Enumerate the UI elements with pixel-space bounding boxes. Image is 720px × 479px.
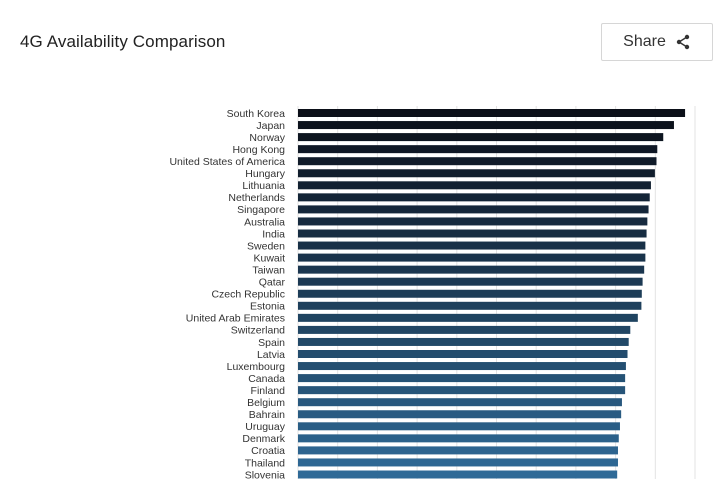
category-label: Japan bbox=[256, 120, 285, 132]
bar[interactable] bbox=[298, 458, 618, 467]
bar[interactable] bbox=[298, 374, 626, 383]
category-label: Belgium bbox=[247, 397, 285, 409]
bar[interactable] bbox=[298, 470, 618, 479]
bar[interactable] bbox=[298, 325, 631, 334]
category-label: United Arab Emirates bbox=[186, 313, 285, 325]
bar[interactable] bbox=[298, 169, 655, 178]
chart-bars bbox=[298, 109, 686, 479]
bar[interactable] bbox=[298, 386, 626, 395]
category-label: Thailand bbox=[245, 457, 285, 469]
bar[interactable] bbox=[298, 362, 626, 371]
bar[interactable] bbox=[298, 157, 657, 166]
share-button-label: Share bbox=[623, 33, 666, 50]
category-label: Estonia bbox=[250, 301, 285, 313]
category-label: Singapore bbox=[237, 204, 285, 216]
bar[interactable] bbox=[298, 229, 647, 238]
category-label: Lithuania bbox=[242, 180, 285, 192]
category-label: Switzerland bbox=[231, 325, 285, 337]
bar[interactable] bbox=[298, 181, 651, 190]
bar[interactable] bbox=[298, 289, 642, 298]
category-label: Canada bbox=[248, 373, 285, 385]
category-label: Australia bbox=[244, 216, 285, 228]
category-label: Czech Republic bbox=[211, 289, 285, 301]
category-label: Croatia bbox=[251, 445, 285, 457]
bar[interactable] bbox=[298, 133, 664, 142]
category-label: Norway bbox=[249, 132, 285, 144]
category-label: Sweden bbox=[247, 240, 285, 252]
category-label: Kuwait bbox=[253, 252, 285, 264]
category-label: India bbox=[262, 228, 285, 240]
category-label: Latvia bbox=[257, 349, 285, 361]
category-label: United States of America bbox=[169, 156, 285, 168]
bar[interactable] bbox=[298, 313, 638, 322]
bar[interactable] bbox=[298, 109, 686, 117]
bar[interactable] bbox=[298, 350, 628, 358]
category-label: Denmark bbox=[242, 433, 285, 445]
category-label: Spain bbox=[258, 337, 285, 349]
chart-title: 4G Availability Comparison bbox=[20, 32, 226, 51]
bar[interactable] bbox=[298, 422, 620, 431]
category-label: Slovenia bbox=[245, 469, 285, 479]
bar[interactable] bbox=[298, 121, 674, 130]
bar[interactable] bbox=[298, 446, 618, 455]
bar[interactable] bbox=[298, 193, 650, 202]
bar[interactable] bbox=[298, 265, 645, 274]
bar[interactable] bbox=[298, 301, 642, 310]
category-label: South Korea bbox=[227, 108, 286, 120]
bar[interactable] bbox=[298, 434, 619, 443]
share-icon bbox=[676, 34, 690, 50]
bar[interactable] bbox=[298, 410, 622, 419]
category-label: Qatar bbox=[259, 277, 286, 289]
category-label: Finland bbox=[251, 385, 286, 397]
category-label: Uruguay bbox=[245, 421, 285, 433]
share-button[interactable]: Share bbox=[601, 23, 713, 61]
category-label: Bahrain bbox=[249, 409, 285, 421]
category-label: Luxembourg bbox=[227, 361, 286, 373]
bar[interactable] bbox=[298, 145, 658, 154]
category-label: Taiwan bbox=[252, 264, 285, 276]
bar[interactable] bbox=[298, 217, 648, 226]
category-label: Hungary bbox=[245, 168, 285, 180]
bar[interactable] bbox=[298, 337, 629, 346]
category-label: Netherlands bbox=[228, 192, 285, 204]
bar[interactable] bbox=[298, 205, 649, 214]
category-label: Hong Kong bbox=[232, 144, 285, 156]
bar[interactable] bbox=[298, 253, 646, 262]
bar[interactable] bbox=[298, 398, 622, 407]
bar[interactable] bbox=[298, 241, 646, 250]
bar[interactable] bbox=[298, 277, 643, 286]
